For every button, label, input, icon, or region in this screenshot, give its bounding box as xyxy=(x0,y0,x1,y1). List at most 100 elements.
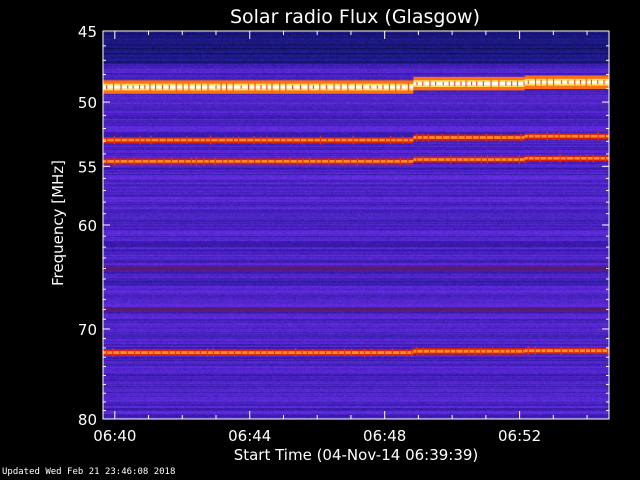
band-spike xyxy=(395,137,397,143)
band-spike xyxy=(285,82,287,92)
band-core xyxy=(524,134,609,138)
band-spike xyxy=(454,80,456,87)
band-spike xyxy=(527,346,529,355)
band-spike xyxy=(354,84,357,90)
band-spike xyxy=(378,138,380,142)
x-axis: 06:40 06:44 06:48 06:52 xyxy=(93,31,588,445)
band-spike xyxy=(154,84,157,90)
band-spike xyxy=(119,350,121,355)
band-spike xyxy=(247,83,250,91)
band-spike xyxy=(444,156,446,163)
band-spike xyxy=(113,135,115,145)
band-spike xyxy=(462,348,464,355)
band-spike xyxy=(509,349,511,354)
band-spike xyxy=(504,348,506,355)
band-spike xyxy=(437,156,439,163)
band-spike xyxy=(534,346,536,355)
band-spike xyxy=(565,155,567,162)
band-spike xyxy=(253,135,255,145)
band-spike xyxy=(346,137,348,143)
y-tick-label: 60 xyxy=(78,217,97,235)
band-spike xyxy=(455,349,457,353)
band-spike xyxy=(586,154,588,163)
band-spike xyxy=(527,80,529,84)
band-spike xyxy=(363,348,366,357)
x-tick-label: 06:52 xyxy=(498,427,541,445)
band-spike xyxy=(106,349,108,356)
band-spike xyxy=(540,349,542,353)
band-spike xyxy=(578,134,580,138)
band-spike xyxy=(240,85,242,89)
band-spike xyxy=(560,346,562,355)
band-spike xyxy=(522,348,524,355)
band-spike xyxy=(516,80,519,87)
band-spike xyxy=(599,155,601,162)
band-spike xyxy=(382,84,384,90)
band-spike xyxy=(225,83,228,91)
y-tick-label: 80 xyxy=(78,411,97,429)
band-spike xyxy=(271,83,273,91)
band-spike xyxy=(186,136,188,144)
band-spike xyxy=(365,138,367,142)
band-spike xyxy=(384,137,387,143)
band-spike xyxy=(247,350,249,356)
band-spike xyxy=(127,158,129,165)
band-spike xyxy=(422,347,424,356)
band-spike xyxy=(476,81,478,86)
band-spike xyxy=(560,80,563,85)
band-spike xyxy=(147,350,150,355)
band-spike xyxy=(325,84,328,90)
band-spike xyxy=(260,159,262,164)
band-spike xyxy=(153,349,155,357)
band-spike xyxy=(570,133,572,139)
band-spike xyxy=(319,83,321,91)
band-spike xyxy=(527,134,529,139)
band-faint xyxy=(524,266,609,271)
band-spike xyxy=(199,349,201,356)
band-spike xyxy=(119,158,121,165)
band-spike xyxy=(210,135,212,145)
band-spike xyxy=(379,158,381,165)
band-spike xyxy=(233,158,235,165)
band-spike xyxy=(150,135,152,145)
band-spike xyxy=(194,84,197,90)
band-spike xyxy=(450,155,452,164)
band-spike xyxy=(589,134,591,139)
band-spike xyxy=(407,137,410,143)
band-spike xyxy=(206,348,208,358)
band-spike xyxy=(227,158,229,164)
band-spike xyxy=(364,158,366,165)
band-spike xyxy=(399,157,401,166)
band-spike xyxy=(267,158,269,165)
band-spike xyxy=(370,348,372,357)
band-spike xyxy=(607,346,609,355)
band-spike xyxy=(340,84,342,90)
band-spike xyxy=(238,136,240,144)
band-spike xyxy=(422,81,424,86)
band-spike xyxy=(442,82,444,86)
band-spike xyxy=(393,159,395,164)
band-center xyxy=(524,80,609,84)
band-spike xyxy=(464,134,466,141)
band-faint xyxy=(103,266,414,271)
band-spike xyxy=(112,348,114,357)
band-spike xyxy=(601,349,603,353)
band-spike xyxy=(584,347,587,355)
band-faint xyxy=(413,307,525,312)
band-spike xyxy=(227,350,229,355)
band-spike xyxy=(546,156,548,161)
band-faint xyxy=(103,307,414,312)
band-spike xyxy=(429,156,431,163)
band-spike xyxy=(120,83,122,91)
band-spike xyxy=(411,348,413,357)
band-spike xyxy=(470,81,473,86)
band-spike xyxy=(208,159,210,164)
band-spike xyxy=(192,138,194,142)
band-spike xyxy=(512,157,514,162)
band-spike xyxy=(498,80,500,87)
band-spike xyxy=(253,159,256,164)
band-spike xyxy=(180,350,182,356)
band-center xyxy=(103,85,414,89)
band-spike xyxy=(306,138,308,142)
band-spike xyxy=(194,350,196,355)
